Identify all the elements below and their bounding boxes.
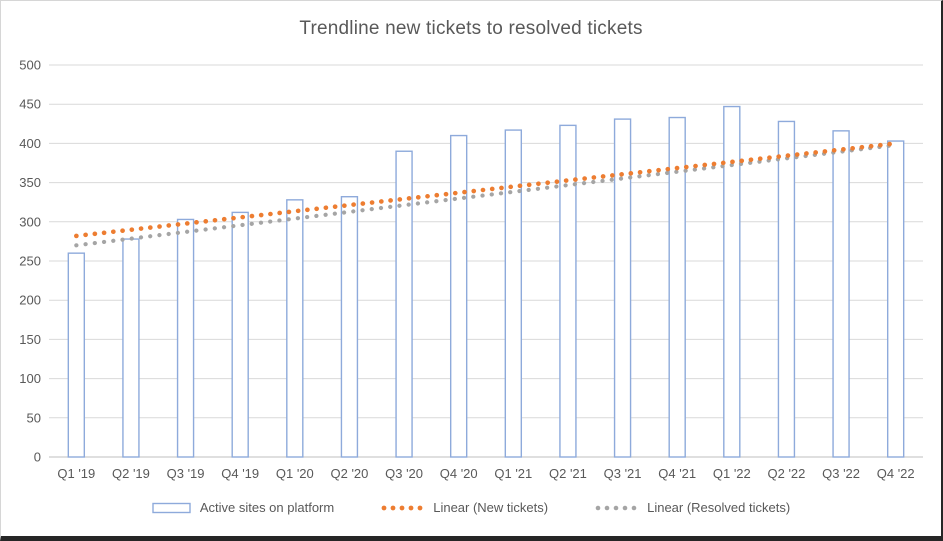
bar-active-sites[interactable] — [723, 105, 741, 458]
bar-active-sites[interactable] — [67, 252, 86, 458]
x-axis-tick-label: Q2 '20 — [330, 466, 368, 481]
gray-dots-icon — [595, 505, 637, 510]
bar-active-sites[interactable] — [777, 120, 796, 458]
bar-swatch-icon — [152, 502, 191, 513]
x-axis-tick-label: Q3 '21 — [604, 466, 642, 481]
bar-active-sites[interactable] — [286, 199, 304, 458]
x-axis-tick-label: Q3 '22 — [822, 466, 860, 481]
x-axis-tick-label: Q4 '20 — [440, 466, 478, 481]
trendline-resolved-tickets[interactable] — [74, 142, 898, 248]
y-axis-tick-label: 350 — [19, 175, 41, 190]
x-axis-tick-label: Q1 '21 — [494, 466, 532, 481]
y-axis-tick-label: 300 — [19, 214, 41, 229]
x-axis-tick-label: Q1 '22 — [713, 466, 751, 481]
chart-title: Trendline new tickets to resolved ticket… — [299, 18, 643, 39]
bar-active-sites[interactable] — [886, 140, 905, 458]
x-axis-tick-label: Q4 '19 — [221, 466, 259, 481]
x-axis-tick-label: Q2 '19 — [112, 466, 150, 481]
y-axis-tick-label: 200 — [19, 293, 41, 308]
x-axis-tick-label: Q4 '22 — [877, 466, 915, 481]
y-axis-tick-label: 0 — [34, 450, 41, 465]
y-axis-tick-label: 100 — [19, 371, 41, 386]
bar-active-sites[interactable] — [613, 118, 632, 458]
y-axis-tick-label: 50 — [27, 410, 41, 425]
orange-dots-icon — [381, 505, 423, 510]
y-axis-tick-label: 450 — [19, 97, 41, 112]
bar-active-sites[interactable] — [395, 150, 413, 458]
x-axis-tick-label: Q4 '21 — [658, 466, 696, 481]
trendline-new-tickets[interactable] — [74, 141, 898, 239]
bar-active-sites[interactable] — [231, 211, 249, 458]
x-axis-tick-label: Q1 '19 — [57, 466, 95, 481]
y-axis-tick-label: 250 — [19, 254, 41, 269]
y-axis-tick-label: 150 — [19, 332, 41, 347]
y-axis-tick-label: 400 — [19, 136, 41, 151]
bar-active-sites[interactable] — [340, 196, 359, 458]
legend-label-new-tickets: Linear (New tickets) — [433, 500, 549, 515]
bar-active-sites[interactable] — [832, 130, 850, 458]
x-axis-tick-label: Q3 '19 — [167, 466, 205, 481]
bar-active-sites[interactable] — [176, 218, 195, 458]
legend-label-resolved-tickets: Linear (Resolved tickets) — [647, 500, 791, 515]
legend-item-resolved-tickets[interactable]: Linear (Resolved tickets) — [594, 500, 790, 515]
bar-active-sites[interactable] — [122, 238, 140, 458]
x-axis-tick-label: Q3 '20 — [385, 466, 423, 481]
legend-item-active-sites[interactable]: Active sites on platform — [152, 500, 334, 515]
bar-active-sites[interactable] — [559, 124, 577, 458]
legend-item-new-tickets[interactable]: Linear (New tickets) — [380, 500, 548, 515]
x-axis-tick-label: Q1 '20 — [276, 466, 314, 481]
bar-active-sites[interactable] — [668, 116, 686, 458]
x-axis-tick-label: Q2 '22 — [767, 466, 805, 481]
y-axis-tick-label: 500 — [19, 58, 41, 73]
bar-active-sites[interactable] — [504, 129, 523, 458]
legend-label-active-sites: Active sites on platform — [199, 500, 335, 515]
bar-active-sites[interactable] — [449, 134, 468, 458]
legend: Active sites on platform Linear (New tic… — [1, 500, 941, 515]
x-axis-tick-label: Q2 '21 — [549, 466, 587, 481]
